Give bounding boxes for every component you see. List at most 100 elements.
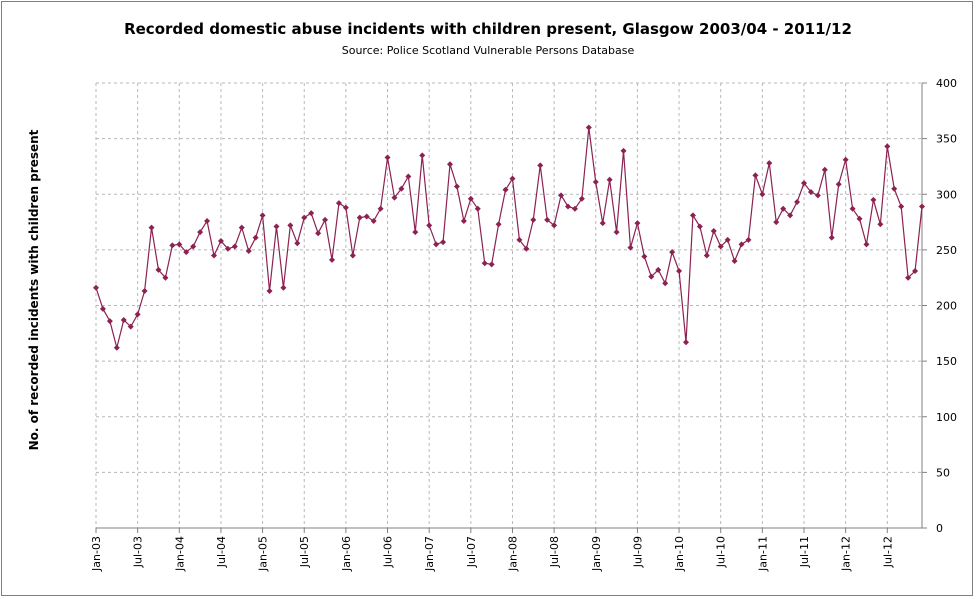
data-point (377, 205, 384, 212)
data-point (731, 258, 738, 264)
data-point (558, 192, 565, 199)
x-tick-label: Jul-05 (298, 536, 311, 568)
data-point (828, 234, 835, 241)
data-point (627, 244, 634, 251)
x-tick-label: Jul-12 (881, 536, 894, 568)
data-point (99, 305, 106, 312)
x-tick-label: Jan-06 (340, 536, 353, 572)
data-point (190, 243, 197, 250)
data-point (460, 217, 467, 224)
x-tick-label: Jan-08 (506, 536, 519, 572)
data-point (585, 124, 592, 131)
data-point (370, 217, 377, 224)
chart-title: Recorded domestic abuse incidents with c… (124, 20, 852, 38)
data-point (176, 241, 183, 248)
x-tick-label: Jul-04 (215, 536, 228, 568)
data-point (801, 180, 807, 187)
data-point (433, 241, 440, 248)
data-point (287, 222, 294, 229)
data-point (308, 210, 315, 217)
data-point (155, 266, 162, 273)
data-point (391, 194, 398, 201)
data-point (710, 227, 717, 234)
data-point (891, 185, 898, 192)
data-point (551, 222, 558, 229)
data-point (752, 172, 759, 179)
data-point (620, 147, 627, 154)
data-point (905, 274, 912, 281)
data-point (301, 214, 308, 221)
data-point (703, 252, 710, 259)
data-point (537, 162, 544, 169)
data-point (696, 223, 703, 230)
data-point (502, 186, 509, 193)
data-point (676, 268, 683, 275)
data-point (280, 284, 287, 291)
data-point (322, 216, 329, 223)
x-tick-label: Jul-03 (132, 536, 145, 568)
data-point (655, 266, 662, 273)
y-tick-label: 400 (936, 77, 957, 90)
data-point (384, 154, 391, 161)
data-point (245, 247, 252, 254)
data-point (440, 239, 447, 246)
data-point (842, 156, 849, 163)
data-point (169, 242, 176, 249)
data-point (162, 274, 169, 281)
data-point (398, 185, 405, 192)
data-point (766, 160, 773, 167)
data-point (481, 260, 488, 267)
data-point (599, 220, 606, 227)
data-point (516, 236, 523, 243)
data-point (856, 215, 863, 222)
data-point (238, 224, 245, 231)
y-tick-label: 100 (936, 411, 957, 424)
data-point (488, 261, 495, 268)
data-point (113, 344, 120, 351)
data-point (780, 205, 787, 212)
data-point (363, 213, 370, 220)
data-point (217, 237, 224, 244)
y-tick-label: 350 (936, 133, 957, 146)
x-tick-label: Jul-11 (798, 536, 811, 568)
data-point (571, 205, 578, 212)
x-tick-label: Jul-06 (382, 536, 395, 568)
data-point (912, 268, 919, 275)
data-point (814, 192, 821, 199)
data-point (724, 236, 731, 243)
x-tick-label: Jul-07 (465, 536, 478, 568)
chart-subtitle: Source: Police Scotland Vulnerable Perso… (341, 44, 635, 57)
data-point (877, 221, 884, 228)
x-tick-label: Jul-08 (548, 536, 561, 568)
data-point (120, 316, 127, 323)
data-point (252, 234, 259, 241)
data-point (342, 204, 349, 211)
data-point (523, 245, 530, 252)
data-point (807, 189, 814, 196)
x-tick-label: Jan-11 (756, 536, 769, 572)
x-tick-label: Jan-05 (257, 536, 270, 572)
data-point (745, 236, 752, 243)
data-point (669, 249, 676, 256)
data-point (495, 221, 502, 228)
data-point (231, 243, 238, 250)
data-point (453, 183, 460, 190)
data-point (273, 223, 280, 230)
data-point (530, 216, 537, 223)
data-point (197, 229, 204, 236)
data-point (127, 323, 134, 330)
data-point (565, 203, 571, 210)
data-point (613, 229, 620, 236)
data-point (405, 173, 412, 180)
data-point (106, 318, 113, 325)
data-point (592, 179, 599, 186)
data-point (419, 152, 426, 159)
x-tick-label: Jan-09 (590, 536, 603, 572)
x-tick-label: Jan-12 (840, 536, 853, 572)
data-point (578, 195, 585, 202)
data-point (224, 245, 231, 252)
data-point (148, 224, 155, 231)
data-point (467, 195, 474, 202)
